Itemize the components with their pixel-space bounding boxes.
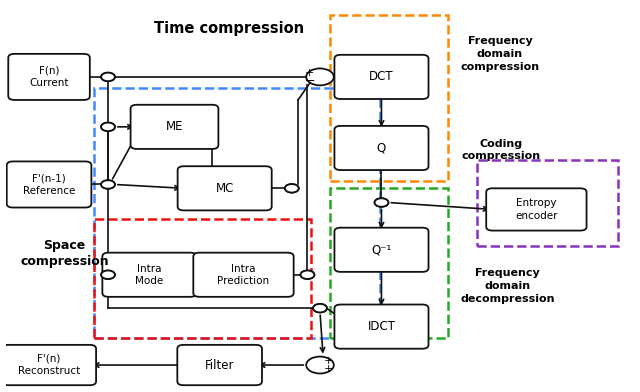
Text: Intra
Prediction: Intra Prediction [218,263,269,286]
Circle shape [306,69,334,85]
Circle shape [101,270,115,279]
Circle shape [101,73,115,81]
Bar [330,15,448,181]
Circle shape [101,180,115,189]
Circle shape [301,270,314,279]
Circle shape [313,304,327,312]
Text: +: + [323,364,333,374]
Text: F'(n)
Reconstruct: F'(n) Reconstruct [18,354,80,376]
Text: −: − [305,75,316,88]
Text: Q⁻¹: Q⁻¹ [371,243,392,256]
FancyBboxPatch shape [335,126,429,170]
Circle shape [285,184,299,192]
FancyBboxPatch shape [177,345,262,385]
FancyBboxPatch shape [335,55,429,99]
FancyBboxPatch shape [335,228,429,272]
Text: MC: MC [216,182,234,195]
Text: Q: Q [377,142,386,154]
Circle shape [101,180,115,189]
Bar [330,188,448,338]
FancyBboxPatch shape [131,105,218,149]
Text: Intra
Mode: Intra Mode [135,263,164,286]
FancyBboxPatch shape [178,166,272,211]
FancyBboxPatch shape [8,54,90,100]
Circle shape [101,123,115,131]
FancyBboxPatch shape [102,253,196,297]
FancyBboxPatch shape [335,305,429,349]
Circle shape [101,270,115,279]
Circle shape [313,304,327,312]
Circle shape [101,123,115,131]
Circle shape [306,357,334,374]
Circle shape [285,184,299,192]
Text: Time compression: Time compression [154,21,304,36]
Text: F(n)
Current: F(n) Current [29,66,68,88]
Text: DCT: DCT [369,71,394,83]
Text: IDCT: IDCT [367,320,396,333]
Text: F'(n-1)
Reference: F'(n-1) Reference [23,173,76,196]
Text: +: + [305,68,315,78]
FancyBboxPatch shape [193,253,294,297]
Circle shape [374,198,388,207]
Circle shape [301,270,314,279]
Text: Frequency
domain
decompression: Frequency domain decompression [461,269,555,304]
Text: Coding
compression: Coding compression [461,138,541,161]
Text: +: + [323,356,333,366]
Text: Filter: Filter [205,359,234,372]
Text: Frequency
domain
compression: Frequency domain compression [461,36,540,72]
Text: Entropy
encoder: Entropy encoder [515,198,557,221]
Circle shape [374,198,388,207]
Text: ME: ME [166,120,183,133]
FancyBboxPatch shape [6,162,92,207]
Bar [94,219,310,338]
Bar [477,160,618,246]
FancyBboxPatch shape [486,188,586,230]
FancyBboxPatch shape [2,345,96,385]
Circle shape [101,73,115,81]
Bar [94,89,380,338]
Text: Space
compression: Space compression [20,239,109,269]
